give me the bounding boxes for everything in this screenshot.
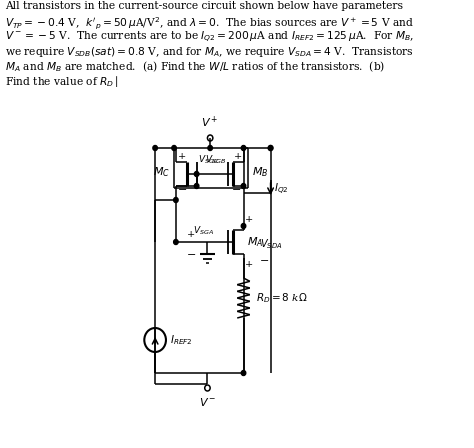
Text: −: − [178, 185, 187, 195]
Text: $M_A$: $M_A$ [247, 235, 264, 249]
Circle shape [268, 146, 273, 151]
Text: +: + [246, 215, 254, 224]
Text: +: + [234, 152, 242, 161]
Text: $I_{REF2}$: $I_{REF2}$ [171, 333, 193, 347]
Text: −: − [232, 185, 242, 195]
Text: $M_C$: $M_C$ [154, 165, 171, 179]
Circle shape [153, 146, 157, 151]
Circle shape [208, 146, 212, 151]
Circle shape [173, 240, 178, 245]
Text: $V_{SDA}$: $V_{SDA}$ [260, 237, 282, 251]
Circle shape [241, 370, 246, 375]
Text: $V_{SGA}$: $V_{SGA}$ [193, 224, 214, 237]
Circle shape [241, 224, 246, 228]
Text: Find the value of $R_D\!\mid$: Find the value of $R_D\!\mid$ [5, 73, 119, 89]
Text: we require $V_{SDB}(sat) = 0.8$ V, and for $M_A$, we require $V_{SDA} = 4$ V.  T: we require $V_{SDB}(sat) = 0.8$ V, and f… [5, 44, 414, 59]
Circle shape [268, 146, 273, 151]
Text: +: + [187, 230, 195, 239]
Text: $I_{Q2}$: $I_{Q2}$ [274, 181, 289, 197]
Circle shape [241, 146, 246, 151]
Circle shape [241, 184, 246, 189]
Text: $V_{SGC}$: $V_{SGC}$ [199, 153, 220, 165]
Text: $R_D = 8$ k$\Omega$: $R_D = 8$ k$\Omega$ [256, 291, 308, 305]
Text: −: − [260, 256, 269, 266]
Text: −: − [187, 250, 196, 260]
Text: $V^-$: $V^-$ [199, 396, 216, 408]
Text: $V_{SGB}$: $V_{SGB}$ [205, 153, 227, 165]
Text: +: + [178, 152, 186, 161]
Circle shape [194, 172, 199, 177]
Text: $V_{TP} = -0.4$ V,  $k'_p = 50\,\mu$A/V$^2$, and $\lambda = 0$.  The bias source: $V_{TP} = -0.4$ V, $k'_p = 50\,\mu$A/V$^… [5, 16, 414, 32]
Text: $V^+$: $V^+$ [201, 115, 219, 130]
Text: +: + [246, 260, 254, 269]
Circle shape [173, 198, 178, 202]
Circle shape [194, 184, 199, 189]
Circle shape [172, 146, 176, 151]
Text: $M_B$: $M_B$ [252, 165, 268, 179]
Text: $V^- = -5$ V.  The currents are to be $I_{Q2} = 200\,\mu$A and $I_{REF2} = 125\,: $V^- = -5$ V. The currents are to be $I_… [5, 30, 415, 45]
Text: All transistors in the current-source circuit shown below have parameters: All transistors in the current-source ci… [5, 1, 403, 11]
Text: $M_A$ and $M_B$ are matched.  (a) Find the $W/L$ ratios of the transistors.  (b): $M_A$ and $M_B$ are matched. (a) Find th… [5, 59, 386, 73]
